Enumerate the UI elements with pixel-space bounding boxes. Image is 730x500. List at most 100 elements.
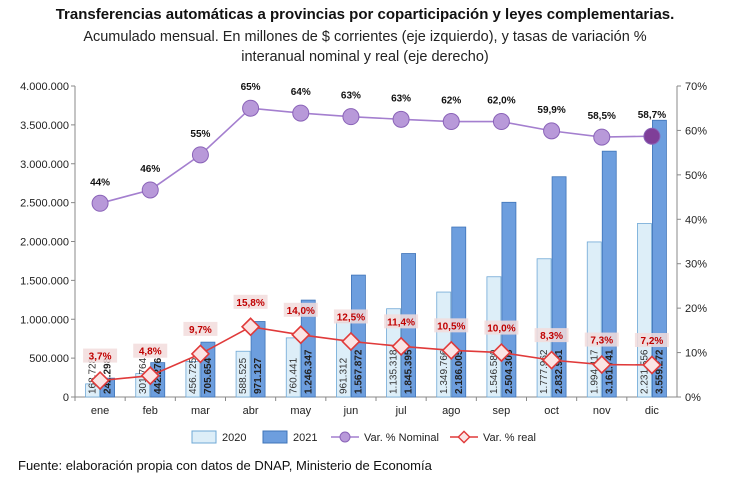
nominal-point [91, 194, 109, 212]
real-point [140, 366, 160, 386]
x-tick-label: sep [493, 405, 511, 417]
y-left-tick-label: 1.000.000 [20, 314, 69, 326]
bar-2020 [486, 276, 502, 398]
real-data-label-background [584, 332, 619, 347]
bar-2021-value-label: 2.186.005 [454, 349, 465, 394]
x-tick-label: abr [243, 405, 259, 417]
nominal-point [543, 122, 561, 140]
real-data-label-background [534, 328, 569, 343]
real-point [341, 331, 361, 352]
real-data-label-background [233, 294, 268, 309]
nominal-data-label: 44% [90, 177, 110, 188]
nominal-data-label: 62% [441, 96, 461, 107]
bar-2021 [652, 119, 667, 398]
x-tick-label: dic [645, 405, 660, 417]
legend-swatch-2020 [191, 430, 217, 444]
nominal-data-label: 59,9% [537, 105, 565, 116]
legend-marker-nominal [339, 431, 351, 443]
chart-canvas: 0 500.000 1.000.000 1.500.000 2.000.000 2.500… [20, 81, 707, 444]
legend-swatch-2021 [262, 430, 288, 444]
y-right-tick-label: 60% [685, 125, 707, 137]
nominal-series-line [99, 107, 652, 205]
bar-2020-value-label: 168.728 [88, 357, 99, 394]
nominal-data-label: 65% [241, 82, 261, 93]
real-data-label-background [333, 309, 368, 324]
nominal-data-label: 58,7% [638, 110, 666, 121]
nominal-point [342, 108, 360, 126]
real-data-label-background [283, 302, 318, 317]
real-data-label: 7,2% [641, 336, 664, 347]
y-left-tick-label: 3.500.000 [20, 120, 69, 132]
bar-2020-value-label: 2.231.556 [639, 349, 650, 394]
real-point [541, 350, 562, 370]
x-tick-label: ago [442, 405, 460, 417]
source-note: Fuente: elaboración propia con datos de … [18, 458, 432, 473]
bar-2020-value-label: 1.135.318 [389, 349, 400, 394]
bar-2020 [285, 337, 301, 398]
real-point [291, 325, 311, 345]
real-data-label: 7,3% [590, 336, 613, 347]
bar-2020-value-label: 1.546.580 [489, 349, 500, 394]
bar-2020-value-label: 456.725 [188, 357, 199, 394]
real-data-label: 4,8% [139, 347, 162, 358]
y-right-tick-label: 30% [685, 259, 707, 271]
nominal-point [593, 128, 611, 146]
y-right-tick-label: 40% [685, 214, 707, 226]
y-right-tick-label: 20% [685, 303, 707, 315]
nominal-data-label: 58,5% [588, 111, 616, 122]
real-data-label: 10,0% [487, 324, 515, 335]
real-point [90, 370, 110, 391]
y-left-tick-label: 2.000.000 [20, 237, 69, 249]
real-data-label-background [484, 320, 519, 335]
nominal-data-label: 46% [140, 164, 160, 175]
real-data-label-background [384, 314, 419, 329]
real-series-line [100, 325, 652, 382]
bar-2021-value-label: 705.654 [203, 357, 214, 394]
bar-2020 [586, 241, 602, 398]
bar-2020 [85, 383, 100, 398]
real-data-label-background [634, 333, 669, 348]
nominal-point [292, 104, 310, 122]
nominal-data-label: 63% [341, 91, 361, 102]
y-right-tick-label: 10% [685, 348, 707, 360]
real-data-label: 10,5% [437, 321, 465, 332]
y-left-tick-label: 2.500.000 [20, 198, 69, 210]
real-data-label: 12,5% [337, 312, 365, 323]
real-data-label-background [434, 318, 469, 333]
real-point [391, 336, 411, 356]
y-right-tick-label: 50% [685, 170, 707, 182]
bar-2021-value-label: 242.298 [103, 357, 114, 394]
real-data-label: 9,7% [189, 325, 212, 336]
bar-2021-value-label: 1.845.395 [404, 349, 415, 394]
real-data-label-background [133, 343, 168, 358]
y-left-tick-label: 4.000.000 [20, 81, 69, 93]
bar-2020-value-label: 760.441 [288, 357, 299, 394]
bar-2021-value-label: 3.559.272 [654, 349, 665, 394]
nominal-point [141, 181, 159, 199]
real-point [190, 344, 211, 364]
x-tick-label: oct [544, 405, 559, 417]
real-point [592, 354, 612, 375]
x-tick-label: ene [91, 405, 109, 417]
real-point [240, 317, 261, 337]
x-tick-label: may [290, 405, 311, 417]
nominal-data-label: 64% [291, 87, 311, 98]
bar-2020-value-label: 1.777.962 [539, 349, 550, 394]
y-left-tick-label: 500.000 [29, 353, 69, 365]
y-right-tick-label: 0% [685, 392, 701, 404]
y-left-tick-label: 0 [63, 392, 69, 404]
x-tick-label: nov [593, 405, 611, 417]
chart-title: Transferencias automáticas a provincias … [55, 6, 675, 23]
real-data-label-background [83, 348, 118, 363]
legend-label-2020: 2020 [222, 432, 246, 444]
x-tick-label: feb [143, 405, 158, 417]
bar-2020 [185, 361, 201, 398]
bar-2020 [637, 223, 652, 398]
real-point [491, 342, 512, 363]
bar-2021 [250, 321, 266, 398]
real-data-label: 11,4% [387, 317, 415, 328]
real-point [441, 340, 461, 360]
real-point [642, 355, 662, 375]
real-data-label: 3,7% [89, 352, 112, 363]
bar-2021-value-label: 1.246.347 [303, 349, 314, 394]
